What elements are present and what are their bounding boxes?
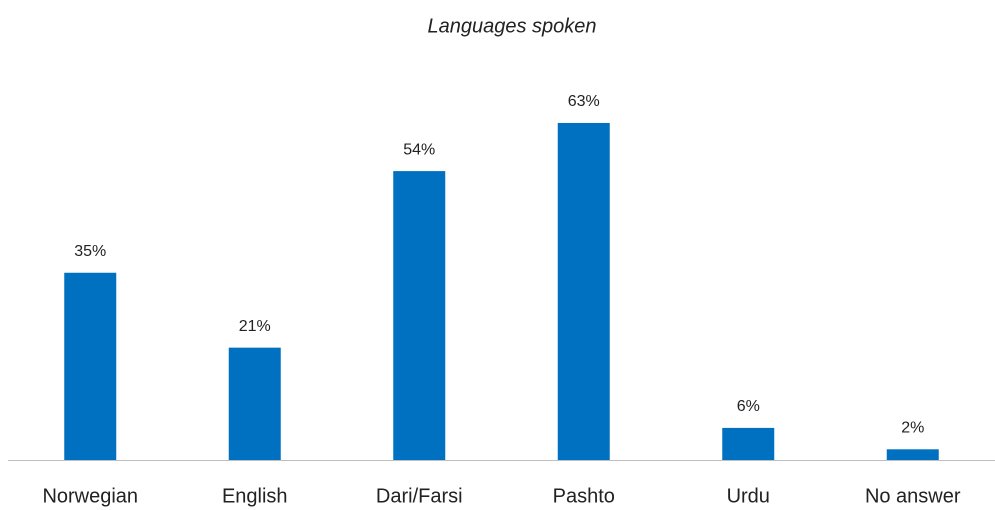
bar	[722, 427, 775, 460]
bar	[64, 272, 117, 460]
value-label: 63%	[568, 93, 600, 110]
value-label: 54%	[403, 141, 435, 158]
bar	[557, 122, 610, 460]
x-tick-label: Norwegian	[42, 485, 138, 507]
x-tick-label: No answer	[865, 485, 961, 507]
chart-title: Languages spoken	[427, 15, 596, 37]
bar	[886, 449, 939, 460]
value-label: 6%	[737, 398, 760, 415]
value-label: 2%	[901, 420, 924, 437]
x-tick-label: Pashto	[553, 485, 615, 507]
x-tick-label: Urdu	[727, 485, 770, 507]
x-tick-label: English	[222, 485, 288, 507]
bar	[393, 171, 446, 460]
x-tick-label: Dari/Farsi	[376, 485, 463, 507]
bar	[228, 347, 281, 460]
value-label: 21%	[239, 318, 271, 335]
value-label: 35%	[74, 243, 106, 260]
